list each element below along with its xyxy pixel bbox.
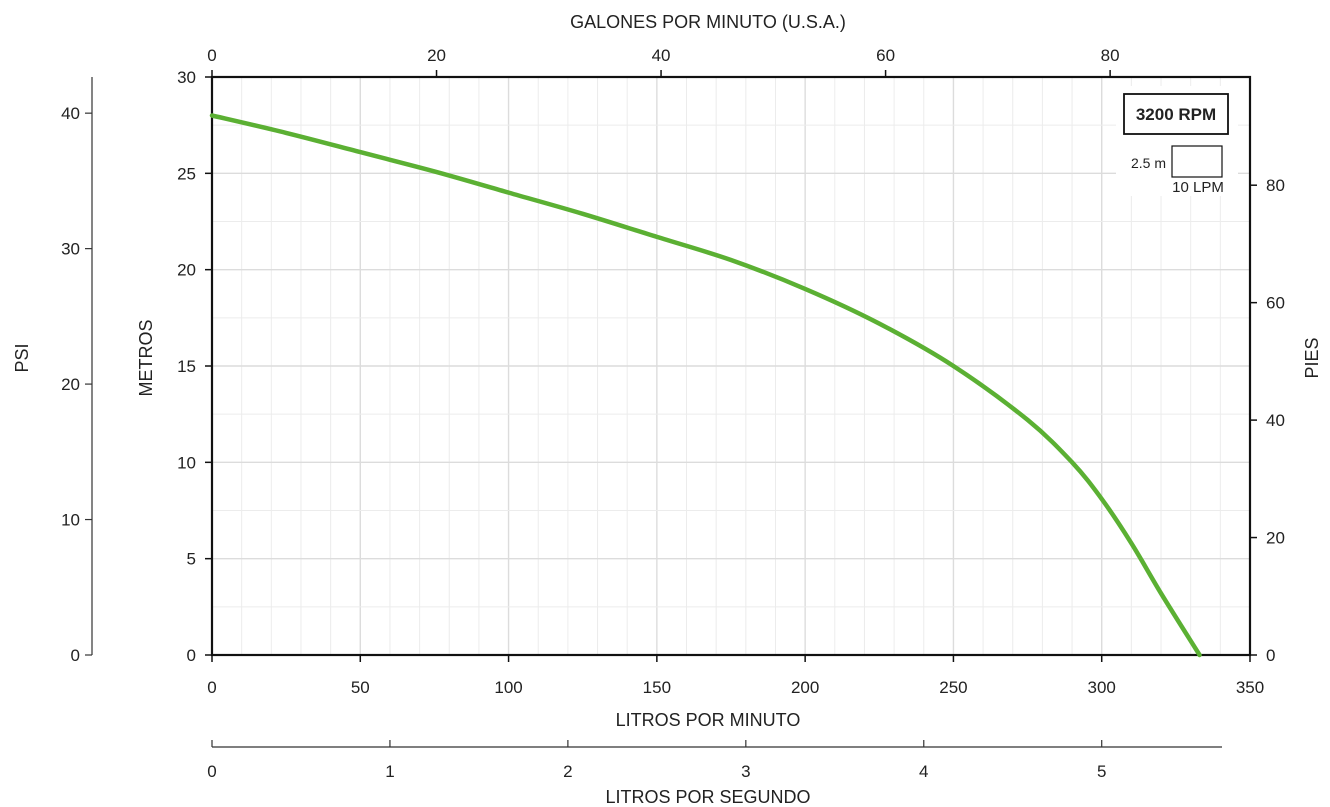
left-axis-label: METROS — [136, 319, 156, 396]
right-tick-label: 0 — [1266, 646, 1275, 665]
scale-head-label: 2.5 m — [1131, 155, 1166, 171]
right-tick-label: 40 — [1266, 411, 1285, 430]
psi-tick-label: 30 — [61, 240, 80, 259]
top-tick-label: 40 — [652, 46, 671, 65]
left-tick-label: 30 — [177, 68, 196, 87]
top-axis-label: GALONES POR MINUTO (U.S.A.) — [570, 12, 846, 32]
top-tick-label: 80 — [1101, 46, 1120, 65]
bottom-tick-label: 0 — [207, 678, 216, 697]
left-tick-label: 0 — [187, 646, 196, 665]
psi-tick-label: 20 — [61, 375, 80, 394]
bottom-tick-label: 250 — [939, 678, 967, 697]
scale-box — [1171, 145, 1223, 178]
left-tick-label: 20 — [177, 261, 196, 280]
lps-tick-label: 1 — [385, 762, 394, 781]
lps-tick-label: 3 — [741, 762, 750, 781]
legend: 3200 RPM 2.5 m 10 LPM — [1116, 86, 1238, 196]
top-tick-label: 60 — [876, 46, 895, 65]
bottom-tick-label: 350 — [1236, 678, 1264, 697]
right-tick-label: 60 — [1266, 294, 1285, 313]
psi-tick-label: 40 — [61, 104, 80, 123]
bottom-axis-label: LITROS POR MINUTO — [616, 710, 801, 730]
scale-flow-label: 10 LPM — [1172, 179, 1224, 196]
psi-axis-label: PSI — [12, 343, 32, 372]
bottom-tick-label: 200 — [791, 678, 819, 697]
psi-tick-label: 10 — [61, 511, 80, 530]
speed-label-box — [1123, 93, 1229, 135]
pump-curve-line — [209, 113, 1202, 658]
lps-tick-label: 2 — [563, 762, 572, 781]
lps-tick-label: 4 — [919, 762, 928, 781]
left-tick-label: 10 — [177, 453, 196, 472]
speed-label: 3200 RPM — [1136, 105, 1216, 124]
psi-tick-label: 0 — [71, 646, 80, 665]
bottom-tick-label: 100 — [494, 678, 522, 697]
bottom-tick-label: 300 — [1088, 678, 1116, 697]
curve-layer — [209, 113, 1202, 658]
bottom-tick-label: 50 — [351, 678, 370, 697]
top-tick-label: 20 — [427, 46, 446, 65]
left-tick-label: 25 — [177, 164, 196, 183]
right-axis-label: PIES — [1302, 337, 1322, 378]
top-tick-label: 0 — [207, 46, 216, 65]
right-tick-label: 80 — [1266, 176, 1285, 195]
lps-tick-label: 5 — [1097, 762, 1106, 781]
left-tick-label: 15 — [177, 357, 196, 376]
grid — [212, 77, 1250, 655]
left-tick-label: 5 — [187, 550, 196, 569]
bottom-tick-label: 150 — [643, 678, 671, 697]
right-tick-label: 20 — [1266, 529, 1285, 548]
lps-tick-label: 0 — [207, 762, 216, 781]
lps-axis-label: LITROS POR SEGUNDO — [605, 787, 810, 807]
